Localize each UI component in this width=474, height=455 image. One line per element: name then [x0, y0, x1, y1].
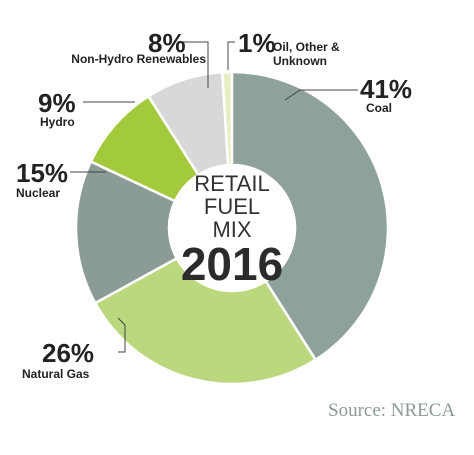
- chart-subtitle: 2016: [180, 238, 284, 290]
- category-label: Nuclear: [16, 186, 61, 200]
- category-label: Hydro: [40, 115, 75, 129]
- value-label: 8%: [148, 28, 186, 58]
- slice: [146, 70, 230, 177]
- category-label: Non-Hydro Renewables: [71, 52, 206, 66]
- slice: [89, 94, 200, 203]
- value-label: 9%: [38, 88, 76, 118]
- center-label: RETAIL FUEL MIX 2016: [172, 172, 292, 287]
- slice: [93, 256, 318, 386]
- leader-line: [117, 317, 126, 353]
- slice: [230, 70, 390, 362]
- category-label: Natural Gas: [22, 367, 90, 381]
- source: Source: NRECA: [328, 400, 456, 421]
- value-label: 26%: [42, 338, 95, 368]
- leader-line: [284, 89, 358, 101]
- value-label: 1%: [238, 28, 276, 58]
- leader-lines: [70, 41, 358, 353]
- chart-title: RETAIL FUEL MIX: [194, 171, 270, 242]
- leader-line: [227, 41, 235, 70]
- category-label: Oil, Other & Unknown: [273, 40, 340, 68]
- value-label: 15%: [16, 158, 69, 188]
- category-label: Coal: [366, 101, 393, 115]
- slice: [74, 159, 179, 305]
- leader-line: [178, 41, 209, 88]
- value-label: 41%: [360, 74, 413, 104]
